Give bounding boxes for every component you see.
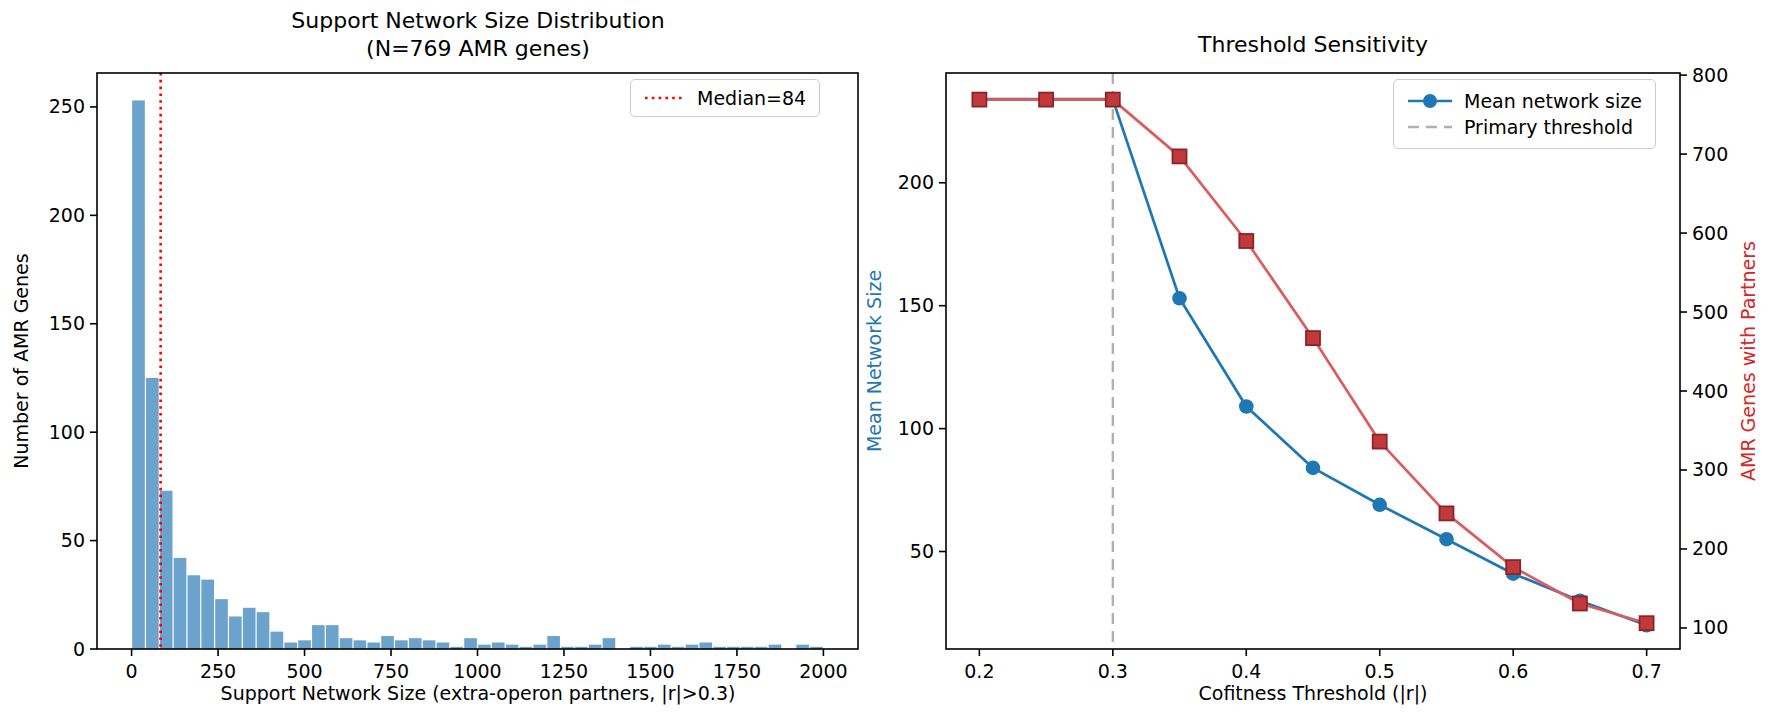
svg-text:50: 50 bbox=[910, 540, 934, 562]
mean-network-line-sample-icon bbox=[1407, 92, 1453, 110]
legend-mean-network-label: Mean network size bbox=[1464, 90, 1642, 112]
right-chart-ylabel-right: AMR Genes with Partners bbox=[1737, 241, 1759, 481]
right-chart-ylabel-left: Mean Network Size bbox=[863, 270, 885, 452]
svg-text:2000: 2000 bbox=[799, 660, 847, 682]
left-chart-ylabel: Number of AMR Genes bbox=[10, 253, 32, 468]
svg-text:1750: 1750 bbox=[713, 660, 761, 682]
median-line-sample-icon bbox=[644, 95, 686, 101]
svg-text:200: 200 bbox=[49, 204, 85, 226]
right-chart-title: Threshold Sensitivity bbox=[1198, 31, 1428, 59]
svg-text:300: 300 bbox=[1692, 458, 1728, 480]
svg-text:0.7: 0.7 bbox=[1632, 660, 1662, 682]
svg-text:0: 0 bbox=[126, 660, 138, 682]
left-chart-title: Support Network Size Distribution (N=769… bbox=[291, 7, 664, 63]
svg-text:750: 750 bbox=[373, 660, 409, 682]
svg-text:0.6: 0.6 bbox=[1498, 660, 1528, 682]
svg-text:500: 500 bbox=[286, 660, 322, 682]
left-chart-title-line1: Support Network Size Distribution bbox=[291, 7, 664, 35]
svg-text:0: 0 bbox=[73, 638, 85, 660]
svg-text:500: 500 bbox=[1692, 301, 1728, 323]
svg-text:400: 400 bbox=[1692, 380, 1728, 402]
svg-text:200: 200 bbox=[1692, 537, 1728, 559]
svg-text:200: 200 bbox=[898, 171, 934, 193]
left-chart-xlabel: Support Network Size (extra-operon partn… bbox=[221, 682, 736, 704]
svg-text:100: 100 bbox=[49, 421, 85, 443]
right-chart-xlabel: Cofitness Threshold (|r|) bbox=[1199, 682, 1428, 704]
legend-primary-threshold-label: Primary threshold bbox=[1464, 116, 1633, 138]
svg-text:150: 150 bbox=[49, 312, 85, 334]
svg-text:1500: 1500 bbox=[626, 660, 674, 682]
legend-median-label: Median=84 bbox=[697, 87, 806, 109]
legend-item-primary-threshold: Primary threshold bbox=[1407, 116, 1642, 138]
legend-item-median: Median=84 bbox=[644, 87, 806, 109]
svg-text:0.4: 0.4 bbox=[1231, 660, 1261, 682]
svg-text:700: 700 bbox=[1692, 143, 1728, 165]
svg-text:1000: 1000 bbox=[453, 660, 501, 682]
svg-text:150: 150 bbox=[898, 294, 934, 316]
left-chart-legend: Median=84 bbox=[630, 79, 820, 117]
svg-text:1250: 1250 bbox=[540, 660, 588, 682]
svg-text:100: 100 bbox=[1692, 616, 1728, 638]
svg-text:100: 100 bbox=[898, 417, 934, 439]
figure-canvas: 0 250 500 750 1000 1250 1500 1750 2000 0 50 100 150 2… bbox=[0, 0, 1783, 728]
svg-text:0.5: 0.5 bbox=[1365, 660, 1395, 682]
left-chart-title-line2: (N=769 AMR genes) bbox=[291, 35, 664, 63]
threshold-line-sample-icon bbox=[1407, 118, 1453, 136]
right-chart-legend: Mean network size Primary threshold bbox=[1393, 79, 1656, 149]
svg-text:250: 250 bbox=[49, 95, 85, 117]
svg-text:800: 800 bbox=[1692, 64, 1728, 86]
svg-text:0.3: 0.3 bbox=[1098, 660, 1128, 682]
svg-text:600: 600 bbox=[1692, 222, 1728, 244]
legend-item-mean-network-size: Mean network size bbox=[1407, 90, 1642, 112]
svg-text:250: 250 bbox=[200, 660, 236, 682]
svg-text:50: 50 bbox=[61, 529, 85, 551]
svg-text:0.2: 0.2 bbox=[964, 660, 994, 682]
